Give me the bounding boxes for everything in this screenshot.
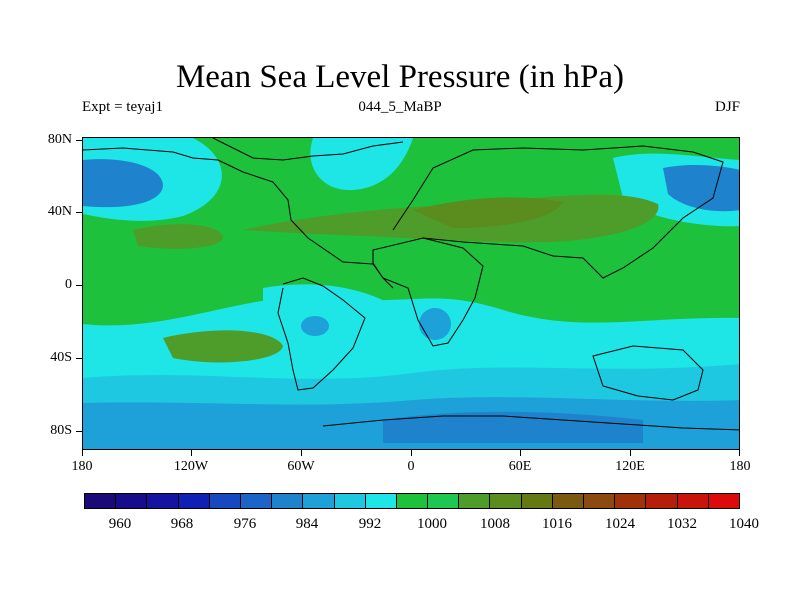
colorbar-label-1000: 1000: [417, 516, 447, 532]
colorbar-swatch-14: [521, 494, 553, 508]
map-plot-area: [82, 137, 740, 450]
colorbar-swatch-0: [85, 494, 117, 508]
colorbar-swatch-5: [240, 494, 273, 508]
y-tick: [76, 358, 82, 359]
pacific-high: [133, 224, 223, 249]
colorbar-label-1024: 1024: [605, 516, 635, 532]
colorbar-label-1008: 1008: [480, 516, 510, 532]
lat-label-40s: 40S: [50, 350, 72, 365]
colorbar-swatch-12: [459, 494, 491, 508]
eurasia-coast: [392, 145, 724, 279]
south-pacific-high: [163, 330, 283, 363]
y-tick: [76, 431, 82, 432]
lat-label-80s: 80S: [50, 423, 72, 438]
antarctica-coast: [322, 415, 739, 431]
colorbar-swatch-18: [646, 494, 678, 508]
pressure-map: [83, 138, 739, 449]
x-tick: [630, 450, 631, 456]
colorbar-label-1032: 1032: [667, 516, 697, 532]
lon-label-0: 0: [407, 459, 415, 474]
colorbar-label-968: 968: [170, 516, 194, 532]
colorbar-swatch-1: [116, 494, 148, 508]
colorbar-label-960: 960: [108, 516, 132, 532]
lon-label-60w: 60W: [287, 459, 315, 474]
x-tick: [301, 450, 302, 456]
colorbar-swatch-4: [209, 494, 241, 508]
colorbar-swatch-20: [708, 494, 739, 508]
lat-label-0: 0: [65, 277, 72, 292]
coastlines: [83, 138, 739, 431]
lat-label-40n: 40N: [47, 204, 72, 219]
x-tick: [520, 450, 521, 456]
colorbar-swatch-15: [552, 494, 584, 508]
colorbar-label-976: 976: [233, 516, 257, 532]
colorbar-swatch-2: [147, 494, 179, 508]
y-tick: [76, 140, 82, 141]
lon-label-120e: 120E: [615, 459, 645, 474]
africa-coast: [372, 237, 484, 347]
colorbar-swatch-3: [178, 494, 210, 508]
north-america-coast: [83, 147, 394, 289]
south-america-thermal-low: [301, 316, 329, 336]
lon-label-180w: 180: [71, 459, 93, 474]
x-tick: [411, 450, 412, 456]
lat-label-80n: 80N: [47, 132, 72, 147]
colorbar-swatch-7: [303, 494, 335, 508]
asian-high: [413, 197, 563, 228]
colorbar-label-984: 984: [295, 516, 319, 532]
colorbar-swatch-9: [365, 494, 397, 508]
chart-title: Mean Sea Level Pressure (in hPa): [175, 59, 625, 95]
season-label: DJF: [714, 99, 740, 115]
colorbar-swatch-6: [272, 494, 304, 508]
aleutian-low-core: [83, 159, 163, 208]
africa-thermal-low: [419, 308, 451, 340]
colorbar-swatch-11: [428, 494, 460, 508]
colorbar-swatch-8: [334, 494, 366, 508]
x-tick: [739, 450, 740, 456]
period-label: 044_5_MaBP: [358, 99, 442, 115]
colorbar-swatch-16: [584, 494, 616, 508]
colorbar-label-1016: 1016: [542, 516, 572, 532]
northwest-pacific-low-core: [663, 164, 739, 212]
y-tick: [76, 285, 82, 286]
antarctic-coastal-low: [383, 411, 643, 443]
colorbar-label-992: 992: [358, 516, 382, 532]
x-tick: [191, 450, 192, 456]
lon-label-120w: 120W: [173, 459, 209, 474]
x-tick: [82, 450, 83, 456]
colorbar-swatch-13: [490, 494, 522, 508]
arctic-coast: [212, 138, 404, 161]
australia-coast: [592, 345, 704, 401]
colorbar-swatch-17: [615, 494, 647, 508]
south-america-coast: [277, 277, 366, 391]
lon-label-60e: 60E: [508, 459, 532, 474]
lon-label-180e: 180: [729, 459, 751, 474]
icelandic-low: [310, 138, 413, 191]
colorbar-swatch-19: [677, 494, 709, 508]
experiment-label: Expt = teyaj1: [82, 99, 163, 115]
tropical-low-region: [263, 284, 423, 372]
colorbar-label-1040: 1040: [729, 516, 759, 532]
y-tick: [76, 212, 82, 213]
colorbar: [84, 493, 740, 509]
colorbar-swatch-10: [396, 494, 429, 508]
